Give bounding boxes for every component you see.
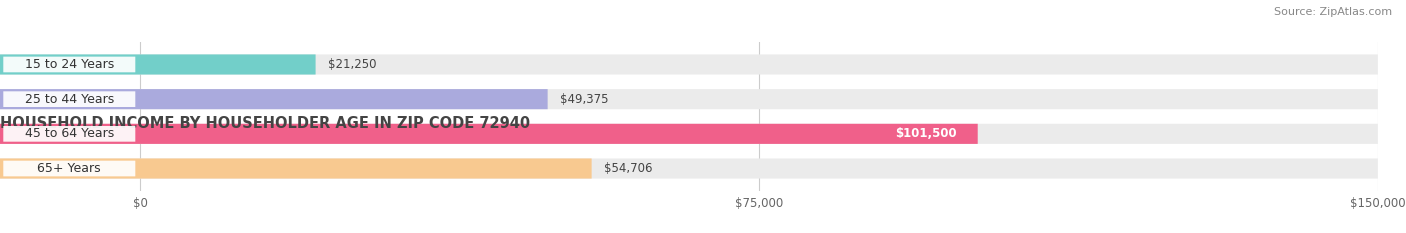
Text: $54,706: $54,706 xyxy=(605,162,652,175)
FancyBboxPatch shape xyxy=(880,127,972,141)
FancyBboxPatch shape xyxy=(3,91,135,107)
FancyBboxPatch shape xyxy=(0,55,1378,75)
Text: HOUSEHOLD INCOME BY HOUSEHOLDER AGE IN ZIP CODE 72940: HOUSEHOLD INCOME BY HOUSEHOLDER AGE IN Z… xyxy=(0,116,530,131)
Text: 15 to 24 Years: 15 to 24 Years xyxy=(25,58,114,71)
Text: Source: ZipAtlas.com: Source: ZipAtlas.com xyxy=(1274,7,1392,17)
Text: 65+ Years: 65+ Years xyxy=(38,162,101,175)
Text: $49,375: $49,375 xyxy=(560,93,609,106)
FancyBboxPatch shape xyxy=(3,57,135,72)
Text: $101,500: $101,500 xyxy=(896,127,956,140)
FancyBboxPatch shape xyxy=(0,124,1378,144)
Text: $21,250: $21,250 xyxy=(328,58,377,71)
Text: 45 to 64 Years: 45 to 64 Years xyxy=(25,127,114,140)
FancyBboxPatch shape xyxy=(0,89,1378,109)
FancyBboxPatch shape xyxy=(0,158,1378,178)
FancyBboxPatch shape xyxy=(3,126,135,142)
FancyBboxPatch shape xyxy=(0,124,977,144)
Text: 25 to 44 Years: 25 to 44 Years xyxy=(25,93,114,106)
FancyBboxPatch shape xyxy=(3,161,135,176)
FancyBboxPatch shape xyxy=(0,89,548,109)
FancyBboxPatch shape xyxy=(0,55,315,75)
FancyBboxPatch shape xyxy=(0,158,592,178)
